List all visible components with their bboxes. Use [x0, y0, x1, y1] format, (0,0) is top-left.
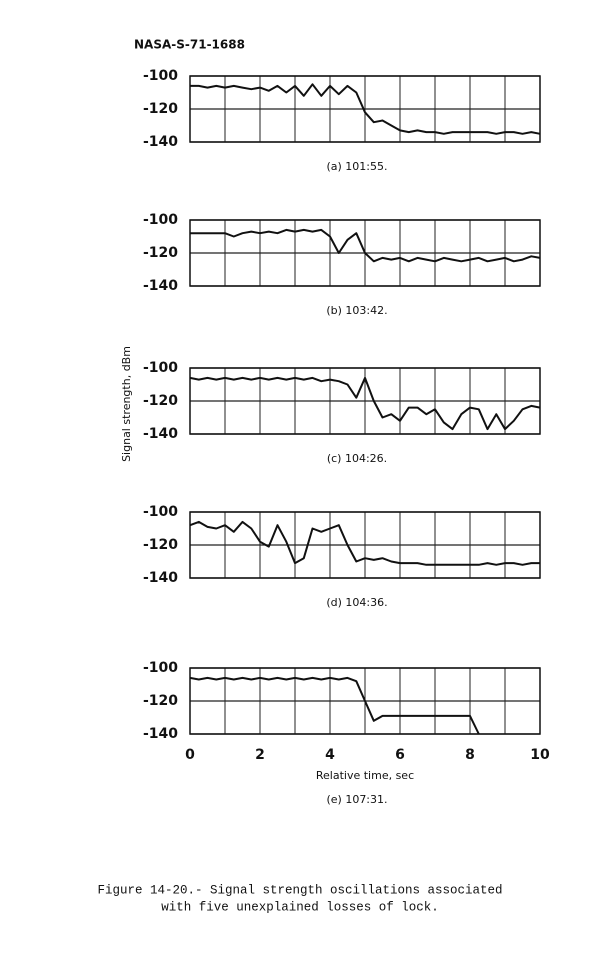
y-tick-label: -120: [143, 101, 178, 117]
panel-caption: (a) 101:55.: [326, 160, 387, 173]
x-tick-label: 8: [465, 747, 475, 763]
x-tick-label: 2: [255, 747, 265, 763]
y-tick-label: -100: [143, 212, 178, 228]
y-tick-label: -120: [143, 245, 178, 261]
header: NASA-S-71-1688: [134, 38, 245, 52]
plot-frame: [189, 367, 541, 435]
panel-caption: (d) 104:36.: [326, 596, 387, 609]
figure-caption: Figure 14-20.- Signal strength oscillati…: [97, 883, 502, 897]
signal-line: [190, 83, 541, 135]
panel-caption: (b) 103:42.: [326, 304, 387, 317]
signal-line: [189, 676, 480, 735]
x-tick-label: 4: [325, 747, 335, 763]
signal-line: [189, 376, 541, 431]
plot-frame: [189, 667, 541, 735]
y-tick-label: -120: [143, 393, 178, 409]
figure-caption: with five unexplained losses of lock.: [161, 900, 439, 914]
y-tick-label: -140: [143, 134, 178, 150]
y-axis-label: Signal strength, dBm: [120, 346, 133, 462]
x-tick-label: 0: [185, 747, 195, 763]
panel-caption: (c) 104:26.: [327, 452, 387, 465]
plot-frame: [189, 75, 541, 143]
y-tick-label: -140: [143, 278, 178, 294]
y-tick-label: -100: [143, 660, 178, 676]
panel-caption: (e) 107:31.: [326, 793, 387, 806]
y-tick-label: -140: [143, 426, 178, 442]
y-tick-label: -100: [143, 360, 178, 376]
y-tick-label: -120: [143, 537, 178, 553]
y-tick-label: -100: [143, 68, 178, 84]
plot-frame: [189, 219, 541, 287]
y-tick-label: -100: [143, 504, 178, 520]
y-tick-label: -120: [143, 693, 178, 709]
signal-line: [189, 520, 540, 566]
y-tick-label: -140: [143, 570, 178, 586]
signal-line: [190, 228, 541, 263]
x-axis-label: Relative time, sec: [316, 769, 414, 782]
y-tick-label: -140: [143, 726, 178, 742]
x-tick-label: 6: [395, 747, 405, 763]
plot-frame: [189, 511, 541, 579]
x-tick-label: 10: [530, 747, 550, 763]
